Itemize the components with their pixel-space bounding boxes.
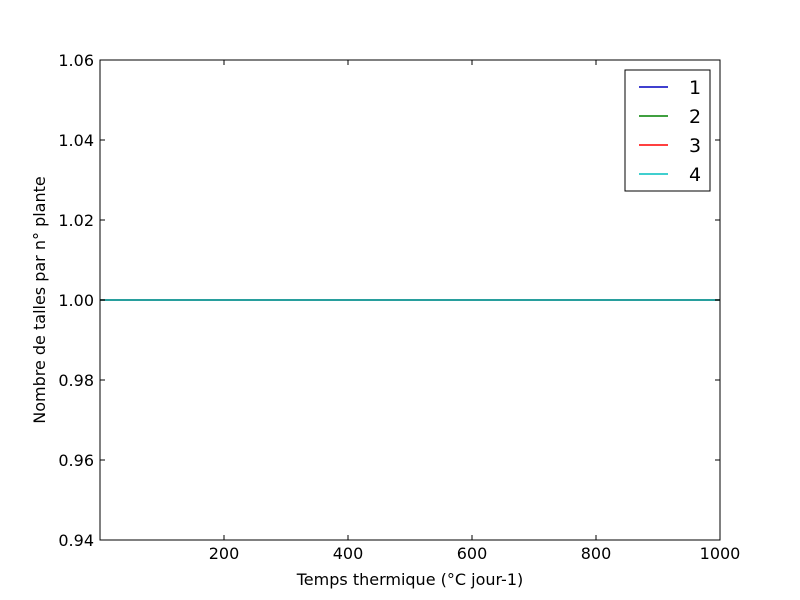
- legend-label-2: 2: [689, 106, 701, 128]
- plot-frame: [99, 59, 721, 541]
- y-tick-label: 0.96: [58, 451, 94, 470]
- ticks-layer: 200 400 600 800 1000 0.94 0.96 0.98 1.00 1.02 1.04…: [58, 51, 740, 563]
- x-tick-label: 200: [209, 544, 240, 563]
- x-axis-label: Temps thermique (°C jour-1): [296, 570, 524, 589]
- y-tick-label: 1.02: [58, 211, 94, 230]
- y-tick-label: 1.04: [58, 131, 94, 150]
- legend-frame: [624, 69, 711, 192]
- y-tick-label: 0.98: [58, 371, 94, 390]
- x-tick-label: 1000: [700, 544, 741, 563]
- legend: 1 2 3 4: [624, 69, 711, 192]
- x-tick-label: 400: [333, 544, 364, 563]
- y-axis-label: Nombre de talles par n° plante: [30, 176, 49, 424]
- y-tick-label: 1.00: [58, 291, 94, 310]
- x-tick-label: 600: [457, 544, 488, 563]
- legend-label-1: 1: [689, 77, 701, 99]
- legend-label-3: 3: [689, 135, 701, 157]
- y-tick-label: 1.06: [58, 51, 94, 70]
- x-tick-label: 800: [581, 544, 612, 563]
- y-tick-label: 0.94: [58, 531, 94, 550]
- legend-label-4: 4: [689, 164, 701, 186]
